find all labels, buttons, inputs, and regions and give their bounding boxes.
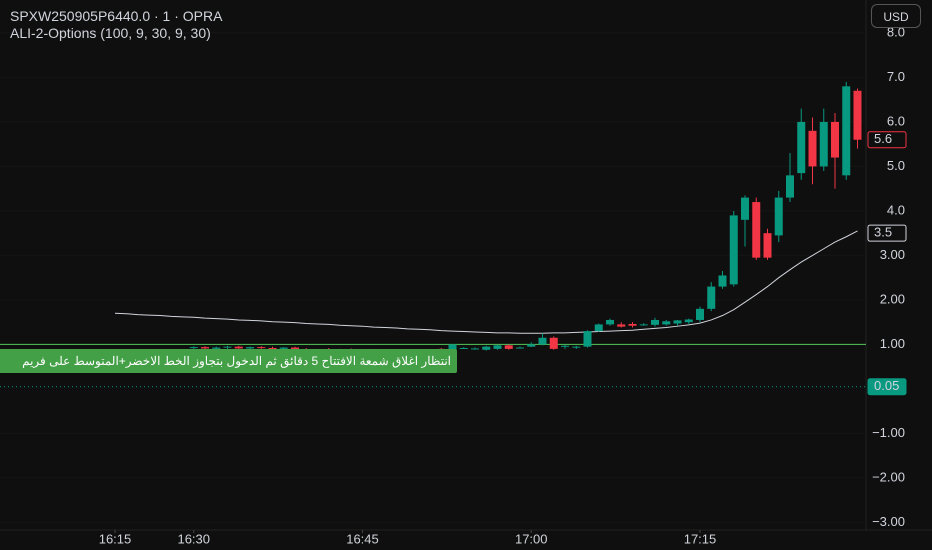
candle-body: [223, 346, 232, 348]
candle-body: [212, 347, 221, 349]
candle-body: [718, 275, 727, 287]
price-label-box: [867, 224, 907, 242]
candle-body: [853, 90, 862, 140]
candle-body: [752, 202, 761, 258]
y-tick-label: 7.0: [887, 69, 905, 84]
y-tick-label: 6.0: [887, 113, 905, 128]
candle-body: [504, 345, 513, 349]
candle-body: [831, 121, 839, 158]
candle-body: [651, 319, 659, 325]
candle-body: [673, 320, 682, 324]
candle-body: [639, 324, 648, 326]
candle-body: [842, 86, 851, 176]
y-tick-label: 4.0: [887, 202, 905, 217]
candle-body: [246, 347, 254, 349]
candle-body: [459, 347, 468, 349]
candle-body: [808, 130, 817, 167]
candle-body: [684, 319, 693, 323]
y-tick-label: 3.00: [880, 247, 905, 262]
y-tick-label: −1.00: [872, 425, 905, 440]
candle-body: [516, 347, 524, 349]
candle-body: [527, 344, 536, 347]
candle-body: [234, 346, 243, 349]
x-tick-label: 16:15: [99, 531, 132, 546]
candle-body: [662, 321, 671, 325]
candle-body: [549, 337, 558, 349]
candle-body: [538, 337, 547, 345]
candle-body: [763, 233, 772, 258]
candle-body: [201, 347, 209, 349]
candle-body: [741, 197, 749, 220]
candle-body: [617, 324, 626, 327]
candle-body: [819, 121, 828, 167]
candle-body: [774, 197, 783, 236]
x-tick-label: 17:15: [684, 531, 717, 546]
y-tick-label: 5.0: [887, 158, 905, 173]
price-label-box: [867, 378, 907, 396]
price-label: 5.6: [874, 131, 892, 146]
candle-body: [729, 215, 738, 285]
candle-body: [279, 347, 288, 349]
header: SPXW250905P6440.0 · 1 · OPRA ALI-2-Optio…: [10, 8, 222, 42]
y-tick-label: −2.00: [872, 469, 905, 484]
candle-body: [606, 319, 614, 325]
y-tick-label: 2.00: [880, 291, 905, 306]
candle-body: [583, 331, 592, 347]
candle-body: [471, 348, 479, 350]
candle-body: [561, 345, 569, 347]
x-tick-label: 17:00: [515, 531, 548, 546]
candle-body: [594, 324, 603, 332]
candle-body: [482, 346, 491, 350]
price-label: 0.05: [874, 378, 899, 393]
candle-body: [189, 347, 198, 349]
chart-title: SPXW250905P6440.0 · 1 · OPRA: [10, 8, 223, 24]
candle-body: [707, 286, 716, 309]
candle-body: [786, 175, 794, 198]
x-tick-label: 16:45: [346, 531, 379, 546]
candle-body: [291, 347, 299, 350]
annotation: انتظار اغلاق شمعة الافتتاح 5 دقائق ثم ال…: [0, 349, 457, 373]
price-label: 3.5: [874, 225, 892, 240]
y-tick-label: 8.0: [887, 24, 905, 39]
y-tick-label: −3.00: [872, 514, 905, 529]
candle-body: [268, 347, 277, 349]
candle-body: [257, 347, 266, 349]
x-tick-label: 16:30: [177, 531, 210, 546]
candle-body: [628, 323, 637, 326]
candle-body: [696, 308, 704, 320]
indicator-title: ALI-2-Options (100, 9, 30, 9, 30): [10, 25, 211, 41]
currency-button[interactable]: USD: [871, 4, 921, 28]
candle-body: [572, 346, 581, 348]
moving-average: [114, 230, 858, 334]
candle-body: [797, 121, 806, 174]
price-label-box: [867, 131, 907, 149]
candle-body: [493, 345, 502, 349]
y-tick-label: 1.00: [880, 336, 905, 351]
